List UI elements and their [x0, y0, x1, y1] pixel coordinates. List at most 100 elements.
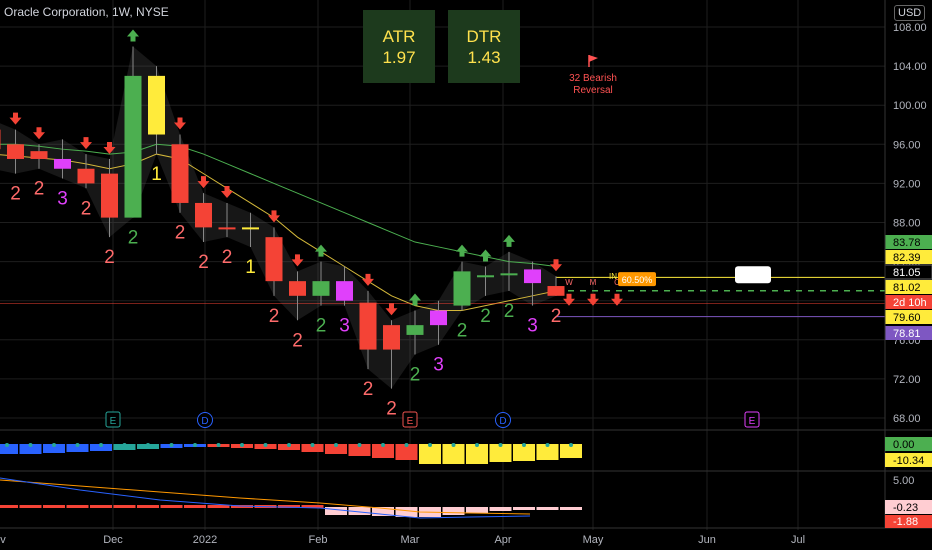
histogram-bar — [513, 444, 535, 461]
price-axis-badge — [885, 250, 932, 264]
sequence-count-label: 3 — [339, 316, 350, 337]
dividend-marker — [197, 412, 213, 428]
osc2-bar — [348, 507, 371, 515]
event-marker-label: D — [499, 416, 506, 427]
candle-body — [171, 144, 189, 203]
osc2-bar — [489, 507, 512, 511]
sequence-count-label: 2 — [410, 364, 421, 385]
earnings-marker — [744, 411, 760, 428]
candle-body — [265, 237, 283, 282]
osc2-bar — [301, 505, 324, 508]
dividend-marker — [495, 412, 511, 428]
y-tick-label: 88.00 — [893, 218, 921, 230]
earnings-marker — [402, 411, 418, 428]
price-axis-badge — [885, 235, 932, 249]
reversal-line-1: 32 Bearish — [569, 73, 617, 84]
chart-title: Oracle Corporation, 1W, NYSE — [4, 5, 169, 19]
zero-dot — [52, 443, 56, 447]
price-axis-badge-text: 79.60 — [893, 312, 921, 324]
down-arrow-icon — [268, 210, 280, 223]
price-axis-badge-text: 78.81 — [893, 328, 921, 340]
bearish-reversal-note: 32 Bearish Reversal — [550, 73, 636, 97]
histogram-bar — [90, 444, 112, 451]
y-tick-label: 68.00 — [893, 413, 921, 425]
price-marker-box — [735, 266, 771, 284]
histogram-bar — [442, 444, 465, 464]
earnings-marker — [105, 411, 121, 428]
event-marker-label: E — [110, 416, 117, 427]
sequence-count-label: 2 — [81, 198, 92, 219]
zero-dot — [310, 443, 315, 447]
zero-dot — [569, 443, 573, 447]
down-arrow-icon — [550, 259, 562, 272]
osc2-bar — [372, 507, 394, 516]
up-arrow-icon — [409, 293, 421, 306]
zero-dot — [240, 443, 244, 447]
down-arrow-icon — [197, 176, 210, 189]
osc1-badge — [885, 437, 932, 451]
x-tick-label: Dec — [103, 534, 123, 546]
osc2-badge — [885, 515, 932, 528]
osc2-bar — [395, 507, 418, 517]
down-arrow-icon — [103, 141, 116, 154]
sequence-count-label: 3 — [433, 355, 444, 376]
down-arrow-icon — [385, 303, 398, 316]
osc2-macd-line — [0, 477, 531, 519]
up-arrow-icon — [503, 234, 515, 247]
currency-badge[interactable]: USD — [894, 5, 926, 21]
sequence-count-label: 2 — [222, 247, 233, 268]
price-axis-badge — [885, 295, 932, 309]
down-arrow-icon — [80, 137, 92, 150]
wm-label: W — [565, 278, 573, 287]
histogram-bar — [0, 444, 18, 454]
histogram-bar — [301, 444, 324, 452]
x-tick-label: 2022 — [193, 534, 217, 546]
event-marker-label: D — [201, 416, 208, 427]
zero-dot — [451, 443, 456, 447]
x-tick-label: May — [583, 534, 604, 546]
price-axis-badge-text: 81.02 — [893, 282, 921, 294]
candle-body — [406, 325, 424, 335]
percent-badge-text: 60.50% — [622, 275, 653, 285]
zero-dot — [99, 443, 103, 447]
candle-body — [54, 158, 71, 169]
x-tick-label: Apr — [494, 534, 511, 546]
down-arrow-icon — [291, 254, 304, 267]
osc2-bar — [325, 507, 347, 515]
sequence-count-label: 2 — [269, 306, 280, 327]
x-tick-label: Jun — [698, 534, 716, 546]
osc2-bar — [137, 505, 159, 508]
osc2-bar — [513, 507, 535, 510]
candle-body — [242, 227, 259, 230]
price-axis-badge — [885, 326, 932, 340]
sequence-count-label: 2 — [457, 320, 468, 341]
osc2-bar — [113, 505, 136, 508]
y-tick-label: 108.00 — [893, 22, 927, 34]
atr-value: 1.97 — [382, 48, 416, 67]
osc2-bar — [19, 505, 42, 508]
sequence-count-label: 2 — [34, 179, 45, 200]
atr-label: ATR — [382, 27, 416, 46]
sequence-count-label: 1 — [245, 257, 256, 278]
osc1-badge-text: 0.00 — [893, 439, 914, 451]
dtr-box: DTR 1.43 — [448, 10, 520, 83]
dtr-label: DTR — [466, 27, 502, 46]
sequence-count-label: 2 — [363, 379, 374, 400]
osc2-bar — [0, 505, 18, 508]
up-arrow-icon — [456, 244, 468, 257]
histogram-bar — [325, 444, 347, 454]
up-arrow-icon — [315, 244, 327, 257]
sequence-count-label: 3 — [527, 316, 538, 337]
sequence-count-label: 2 — [198, 252, 209, 273]
price-axis-badge-text: 82.39 — [893, 252, 921, 264]
sequence-count-label: 3 — [57, 189, 68, 210]
osc2-bar — [43, 505, 65, 508]
zero-dot — [28, 443, 33, 447]
up-arrow-icon — [127, 29, 139, 42]
down-arrow-icon — [33, 127, 45, 140]
event-marker-label: E — [749, 416, 756, 427]
zero-dot — [5, 443, 9, 447]
y-tick-label: 92.00 — [893, 178, 921, 190]
osc2-bar — [66, 505, 89, 508]
